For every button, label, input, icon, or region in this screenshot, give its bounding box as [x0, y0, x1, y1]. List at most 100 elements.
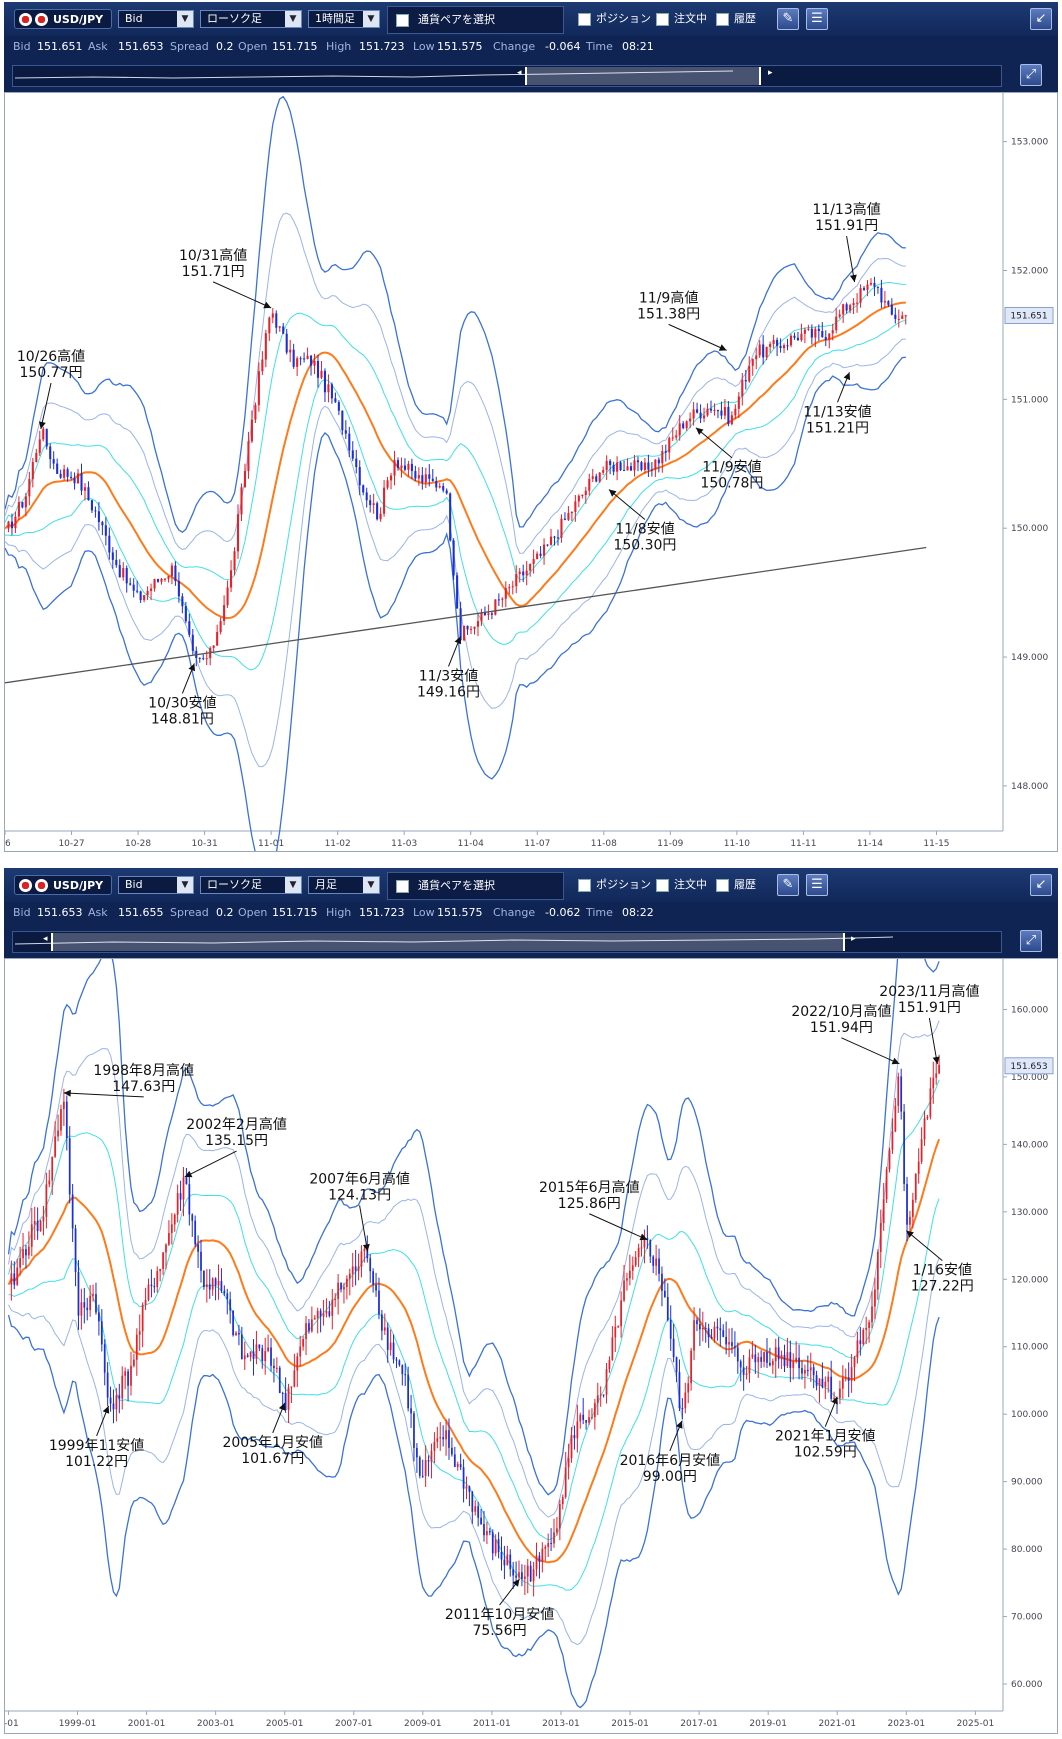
- candle: [395, 1359, 398, 1361]
- range-thumb[interactable]: [51, 933, 845, 951]
- moving-average-line: [4, 301, 906, 620]
- candle: [763, 1352, 765, 1362]
- annotation-label: 2005年1月安値: [222, 1435, 323, 1451]
- position-label: ポジション: [596, 878, 651, 891]
- symbol-button[interactable]: USD/JPY: [14, 875, 112, 895]
- history-checkbox[interactable]: [716, 13, 729, 26]
- candle: [809, 1367, 812, 1371]
- drawing-tool-button[interactable]: ✎: [777, 874, 799, 896]
- candle: [299, 1346, 302, 1357]
- candle: [160, 578, 163, 582]
- candle: [278, 326, 281, 328]
- order-checkbox[interactable]: [656, 879, 669, 892]
- candle: [451, 1447, 453, 1455]
- candle: [658, 1258, 660, 1274]
- candle: [296, 1356, 299, 1371]
- chart-type-select[interactable]: ローソク足 ▼: [200, 876, 302, 894]
- candle: [728, 1342, 730, 1345]
- candle: [611, 1337, 614, 1361]
- range-slider[interactable]: ◂ ▸: [12, 931, 1002, 953]
- candle: [853, 1357, 856, 1368]
- pair-select-box[interactable]: 通貨ペアを選択: [387, 872, 564, 900]
- candle: [473, 626, 476, 629]
- candle: [214, 1278, 217, 1286]
- settings-button[interactable]: ☰: [806, 8, 828, 30]
- pair-select-box[interactable]: 通貨ペアを選択: [387, 6, 564, 34]
- candle: [341, 410, 344, 431]
- candle: [865, 1327, 868, 1330]
- chevron-down-icon: ▼: [285, 11, 301, 27]
- y-tick-label: 150.000: [1011, 1073, 1048, 1083]
- candle: [480, 1517, 482, 1524]
- chart-type-select[interactable]: ローソク足 ▼: [200, 10, 302, 28]
- candle: [220, 1281, 223, 1291]
- price-type-select[interactable]: Bid ▼: [118, 876, 194, 894]
- range-slider[interactable]: ◂ ▸: [12, 65, 1002, 87]
- right-arrow-icon[interactable]: ▸: [768, 68, 773, 78]
- hourly-candle-chart[interactable]: 153.000 152.000 151.000 150.000 149.000 148.0…: [0, 93, 1057, 881]
- candle: [512, 1569, 515, 1576]
- candle: [818, 1378, 821, 1386]
- candle: [661, 1273, 663, 1291]
- candle: [38, 439, 41, 453]
- annotation-value: 102.59円: [794, 1445, 857, 1461]
- candle: [10, 1273, 13, 1285]
- candle: [862, 1329, 865, 1345]
- position-checkbox[interactable]: [578, 879, 591, 892]
- timeframe-select[interactable]: 月足 ▼: [308, 876, 380, 894]
- minimize-icon[interactable]: ↙: [1030, 8, 1052, 30]
- candle: [52, 459, 55, 464]
- candle: [17, 502, 20, 517]
- x-tick-label: 2009-01: [404, 1719, 442, 1729]
- candle: [369, 500, 372, 506]
- candle: [202, 658, 205, 660]
- drawing-tool-button[interactable]: ✎: [777, 8, 799, 30]
- left-arrow-icon[interactable]: ◂: [517, 68, 522, 78]
- arrowhead-icon: [932, 1056, 940, 1064]
- annotation-label: 2021年1月安値: [775, 1429, 876, 1445]
- candle: [535, 1555, 538, 1570]
- candle: [351, 450, 354, 459]
- candle: [442, 486, 445, 491]
- annotation-value: 127.22円: [911, 1279, 974, 1295]
- candle: [56, 463, 59, 474]
- price-type-select[interactable]: Bid ▼: [118, 10, 194, 28]
- symbol-button[interactable]: USD/JPY: [14, 9, 112, 29]
- candle: [779, 345, 782, 349]
- timeframe-select[interactable]: 1時間足 ▼: [308, 10, 380, 28]
- settings-button[interactable]: ☰: [806, 874, 828, 896]
- right-arrow-icon[interactable]: ▸: [851, 934, 856, 944]
- monthly-candle-chart[interactable]: 160.000 150.000 140.000 130.000 120.000 110.0…: [0, 924, 1057, 1733]
- candle: [143, 595, 146, 601]
- chart-area[interactable]: 160.000 150.000 140.000 130.000 120.000 110.0…: [0, 924, 1058, 1734]
- candle: [707, 1328, 710, 1338]
- band-mid-line: [8, 1257, 940, 1646]
- expand-icon[interactable]: ⤢: [1020, 930, 1042, 952]
- candle: [57, 1130, 59, 1137]
- candle: [334, 398, 337, 403]
- candle: [217, 1281, 220, 1286]
- candle: [885, 1169, 888, 1200]
- candle: [544, 1546, 547, 1549]
- chart-area[interactable]: 153.000 152.000 151.000 150.000 149.000 148.0…: [0, 92, 1058, 881]
- candle: [216, 631, 219, 646]
- candle: [664, 451, 667, 453]
- history-checkbox[interactable]: [716, 879, 729, 892]
- range-thumb[interactable]: [525, 67, 761, 85]
- candle: [920, 1139, 923, 1162]
- candle: [874, 1289, 876, 1307]
- pair-checkbox[interactable]: [396, 880, 409, 893]
- minimize-icon[interactable]: ↙: [1030, 874, 1052, 896]
- candle: [351, 1266, 354, 1274]
- expand-icon[interactable]: ⤢: [1020, 64, 1042, 86]
- candle: [398, 1360, 401, 1366]
- left-arrow-icon[interactable]: ◂: [43, 934, 48, 944]
- candle: [268, 317, 271, 334]
- x-tick-label: 2013-01: [542, 1719, 580, 1729]
- pair-checkbox[interactable]: [396, 14, 409, 27]
- candle: [452, 540, 455, 576]
- order-checkbox[interactable]: [656, 13, 669, 26]
- position-checkbox[interactable]: [578, 13, 591, 26]
- candle: [570, 512, 573, 514]
